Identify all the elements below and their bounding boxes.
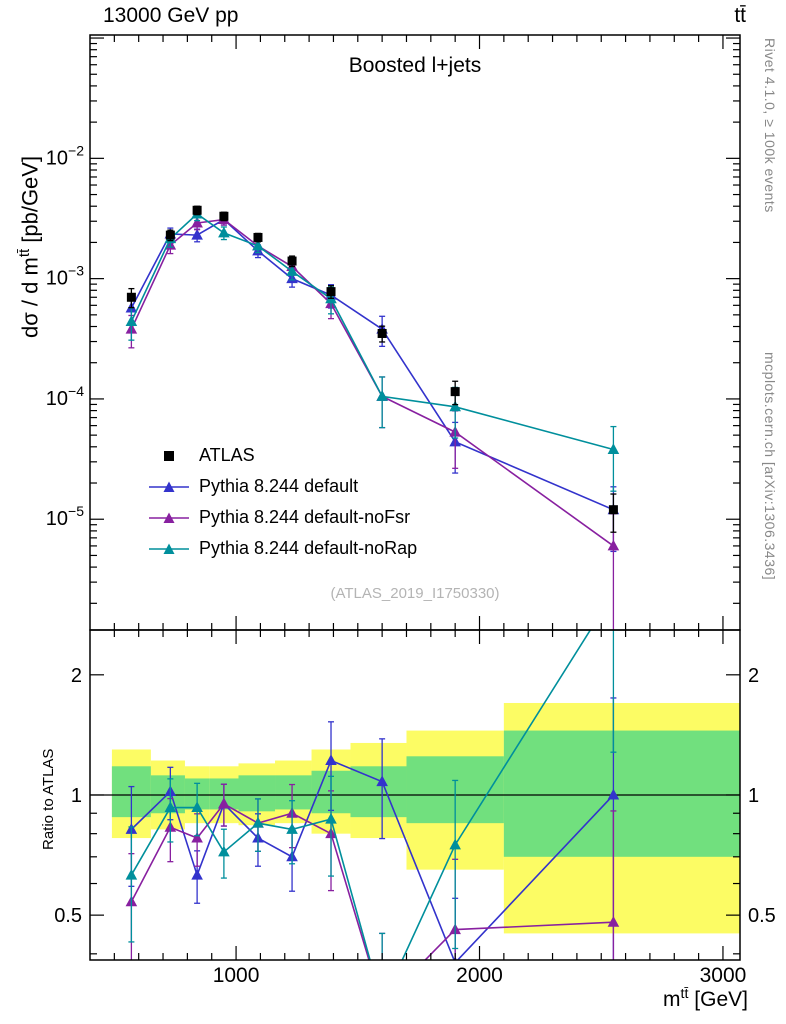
- svg-text:10−4: 10−4: [46, 383, 84, 410]
- pythia-default-marker-icon: [147, 479, 191, 495]
- legend-item-pythia-norap: Pythia 8.244 default-noRap: [147, 533, 417, 564]
- svg-text:10−3: 10−3: [46, 263, 84, 290]
- svg-text:1: 1: [71, 785, 82, 807]
- y-axis-label-prefix: dσ / d m: [17, 257, 43, 338]
- process-label: tt̄: [734, 4, 746, 27]
- legend-item-atlas: ATLAS: [147, 440, 417, 471]
- svg-text:0.5: 0.5: [54, 905, 82, 927]
- analysis-watermark: (ATLAS_2019_I1750330): [330, 585, 500, 602]
- mcplots-reference-note: mcplots.cern.ch [arXiv:1306.3436]: [762, 352, 778, 581]
- atlas-marker-icon: [147, 448, 191, 464]
- pythia-nofsr-marker-icon: [147, 510, 191, 526]
- y-axis-label: dσ / d mtt̄ [pb/GeV]: [16, 156, 43, 338]
- y-axis-label-unit: [pb/GeV]: [17, 155, 43, 249]
- legend: ATLAS Pythia 8.244 default Pythia 8.244 …: [147, 440, 417, 564]
- legend-label-pythia-nofsr: Pythia 8.244 default-noFsr: [199, 507, 411, 527]
- svg-text:1000: 1000: [213, 964, 260, 987]
- legend-label-atlas: ATLAS: [199, 445, 255, 465]
- pythia-norap-marker-icon: [147, 541, 191, 557]
- y-axis-label-superscript: tt̄: [16, 248, 33, 258]
- legend-label-pythia-norap: Pythia 8.244 default-noRap: [199, 538, 418, 558]
- svg-text:2000: 2000: [456, 964, 503, 987]
- beam-energy-label: 13000 GeV pp: [103, 4, 239, 27]
- svg-text:2: 2: [71, 665, 82, 687]
- rivet-version-note: Rivet 4.1.0, ≥ 100k events: [762, 38, 778, 213]
- ratio-axis-label: Ratio to ATLAS: [40, 748, 57, 850]
- svg-text:10−5: 10−5: [46, 503, 84, 530]
- x-axis-label-unit: [GeV]: [688, 988, 748, 1011]
- svg-text:10−2: 10−2: [46, 142, 84, 169]
- x-axis-label: mtt̄ [GeV]: [663, 986, 748, 1012]
- svg-text:2: 2: [748, 665, 759, 687]
- svg-text:0.5: 0.5: [748, 905, 776, 927]
- svg-text:1: 1: [748, 785, 759, 807]
- x-axis-label-superscript: tt̄: [680, 986, 689, 1002]
- plot-title: Boosted l+jets: [348, 54, 482, 77]
- legend-label-pythia-default: Pythia 8.244 default: [199, 476, 359, 496]
- legend-item-pythia-nofsr: Pythia 8.244 default-noFsr: [147, 502, 417, 533]
- x-axis-label-base: m: [663, 988, 681, 1011]
- svg-text:3000: 3000: [700, 964, 747, 987]
- legend-item-pythia-default: Pythia 8.244 default: [147, 471, 417, 502]
